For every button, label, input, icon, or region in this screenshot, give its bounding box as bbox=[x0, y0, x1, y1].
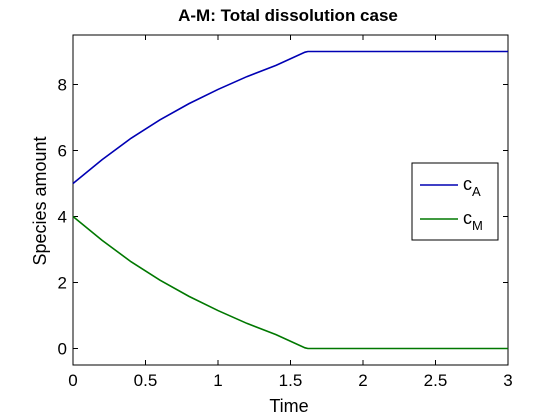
x-tick-label: 0.5 bbox=[134, 371, 158, 390]
x-tick-label: 0 bbox=[68, 371, 77, 390]
y-tick-label: 6 bbox=[58, 142, 67, 161]
x-tick-label: 1.5 bbox=[279, 371, 303, 390]
tick-labels: 0 0.5 1 1.5 2 2.5 3 0 2 4 6 8 bbox=[58, 76, 513, 391]
y-tick-label: 2 bbox=[58, 274, 67, 293]
legend-box bbox=[411, 162, 499, 241]
series-line-m bbox=[72, 215, 508, 350]
x-tick-label: 3 bbox=[503, 371, 512, 390]
legend-entry-subscript: M bbox=[472, 218, 483, 233]
x-tick-label: 1 bbox=[213, 371, 222, 390]
x-tick-label: 2 bbox=[358, 371, 367, 390]
y-axis-label: Species amount bbox=[30, 136, 50, 265]
chart-title: A-M: Total dissolution case bbox=[178, 6, 398, 25]
x-axis-label: Time bbox=[269, 396, 308, 416]
x-tick-label: 2.5 bbox=[424, 371, 448, 390]
legend-entry-subscript: A bbox=[472, 184, 481, 199]
y-tick-label: 4 bbox=[58, 208, 67, 227]
y-tick-label: 8 bbox=[58, 76, 67, 95]
series-line-a bbox=[72, 50, 508, 185]
y-tick-label: 0 bbox=[58, 340, 67, 359]
